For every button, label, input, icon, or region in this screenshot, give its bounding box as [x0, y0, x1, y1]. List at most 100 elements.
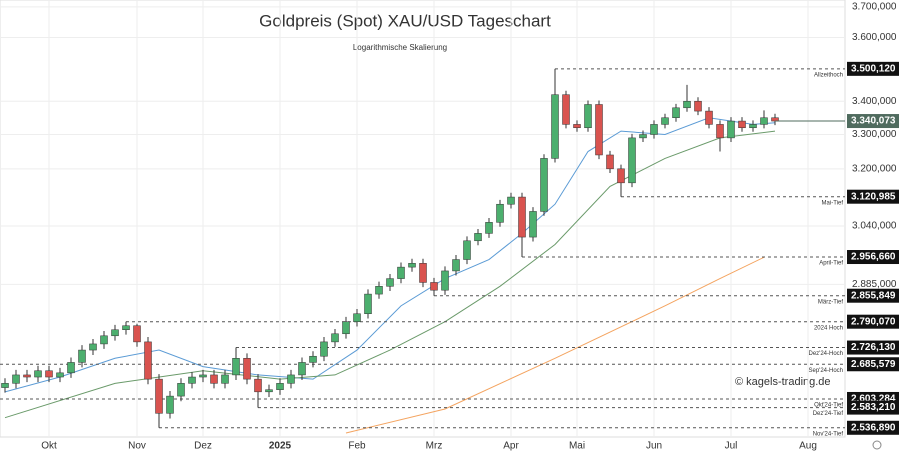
candle-body	[243, 358, 251, 380]
x-tick-label: Mrz	[426, 441, 443, 452]
candle-body	[628, 137, 636, 184]
y-tick-label: 3.300,000	[852, 129, 897, 140]
y-tick-label: 3.700,000	[852, 2, 897, 13]
candle-body	[100, 335, 108, 345]
x-tick-label: Jul	[725, 441, 738, 452]
candle-body	[551, 94, 559, 159]
candle-body	[287, 374, 295, 384]
candle-body	[364, 293, 372, 315]
candle-body	[518, 196, 526, 238]
candle-body	[683, 100, 691, 109]
level-note: Dez'24-Tief	[813, 411, 844, 417]
candle-body	[254, 378, 262, 393]
candle-body	[430, 282, 438, 291]
candle-body	[166, 395, 174, 414]
candle-body	[353, 313, 361, 322]
candle-body	[485, 222, 493, 234]
candle-body	[639, 134, 647, 139]
candle-body	[320, 341, 328, 357]
candle-body	[672, 107, 680, 118]
level-note: Okt'24-Tief	[814, 403, 843, 409]
candle-body	[705, 110, 713, 125]
candle-body	[232, 358, 240, 376]
candle-body	[694, 100, 702, 112]
candle-body	[474, 233, 482, 242]
x-tick-label: Apr	[503, 441, 519, 452]
candle-body	[606, 154, 614, 170]
candle-body	[210, 374, 218, 384]
candle-body	[727, 120, 735, 139]
candle-body	[760, 117, 768, 125]
x-tick-label: Mai	[569, 441, 585, 452]
level-note: Allzeithoch	[814, 72, 843, 78]
candle-body	[738, 120, 746, 129]
y-tick-label: 2.885,000	[852, 279, 897, 290]
candle-body	[529, 211, 537, 238]
candle-body	[1, 383, 9, 388]
level-label: 3.500,120	[851, 63, 896, 74]
y-tick-label: 3.200,000	[852, 163, 897, 174]
level-note: März-Tief	[818, 299, 843, 305]
candle-body	[276, 383, 284, 390]
level-note: Nov'24-Tief	[813, 431, 844, 437]
level-label: 2.603,284	[851, 394, 896, 405]
chart-subtitle: Logarithmische Skalierung	[353, 43, 447, 52]
candle-body	[23, 374, 31, 378]
chart-title: Goldpreis (Spot) XAU/USD Tageschart	[259, 11, 551, 30]
level-label: 2.790,070	[851, 316, 896, 327]
level-label: 2.956,660	[851, 252, 896, 263]
settings-icon[interactable]	[872, 440, 882, 450]
candle-body	[408, 263, 416, 268]
level-label-bg	[847, 314, 899, 329]
candle-body	[45, 370, 53, 378]
level-note: Mai-Tief	[822, 200, 844, 206]
candle-body	[342, 321, 350, 335]
candle-body	[562, 94, 570, 125]
moving-average	[345, 256, 765, 434]
candle-body	[397, 266, 405, 279]
candle-body	[375, 286, 383, 295]
current-label: 3.340,073	[851, 116, 896, 127]
level-note: April-Tief	[819, 261, 843, 267]
candle-body	[419, 263, 427, 283]
level-label: 2.536,890	[851, 422, 896, 433]
candle-body	[221, 374, 229, 384]
candle-body	[540, 158, 548, 212]
candle-body	[716, 124, 724, 139]
candle-body	[78, 349, 86, 363]
x-tick-label: Jun	[646, 441, 662, 452]
candle-body	[199, 374, 207, 378]
candle-body	[617, 168, 625, 184]
candle-body	[661, 117, 669, 125]
candle-body	[595, 104, 603, 156]
level-label-bg	[847, 288, 899, 303]
candle-body	[650, 124, 658, 135]
level-label-bg	[847, 250, 899, 265]
level-label-bg	[847, 400, 899, 415]
candle-body	[298, 362, 306, 376]
candle-body	[309, 355, 317, 363]
candle-body	[386, 278, 394, 287]
candle-body	[177, 383, 185, 397]
level-note: 2024 Hoch	[814, 325, 843, 331]
candle-body	[749, 124, 757, 129]
x-tick-label: 2025	[269, 441, 292, 452]
candle-body	[122, 325, 130, 330]
y-tick-label: 3.600,000	[852, 32, 897, 43]
level-label-bg	[847, 189, 899, 204]
candle-body	[331, 333, 339, 343]
candle-body	[56, 372, 64, 378]
candle-body	[155, 378, 163, 414]
level-label-bg	[847, 357, 899, 372]
candle-body	[452, 259, 460, 272]
y-tick-label: 3.400,000	[852, 96, 897, 107]
level-note: Sep'24-Hoch	[809, 368, 844, 374]
candle-body	[89, 343, 97, 351]
x-tick-label: Nov	[128, 441, 146, 452]
watermark: © kagels-trading.de	[735, 376, 831, 388]
level-note: Dez'24-Hoch	[809, 351, 844, 357]
plot-area	[0, 0, 846, 438]
candle-body	[441, 270, 449, 291]
candle-body	[12, 374, 20, 384]
